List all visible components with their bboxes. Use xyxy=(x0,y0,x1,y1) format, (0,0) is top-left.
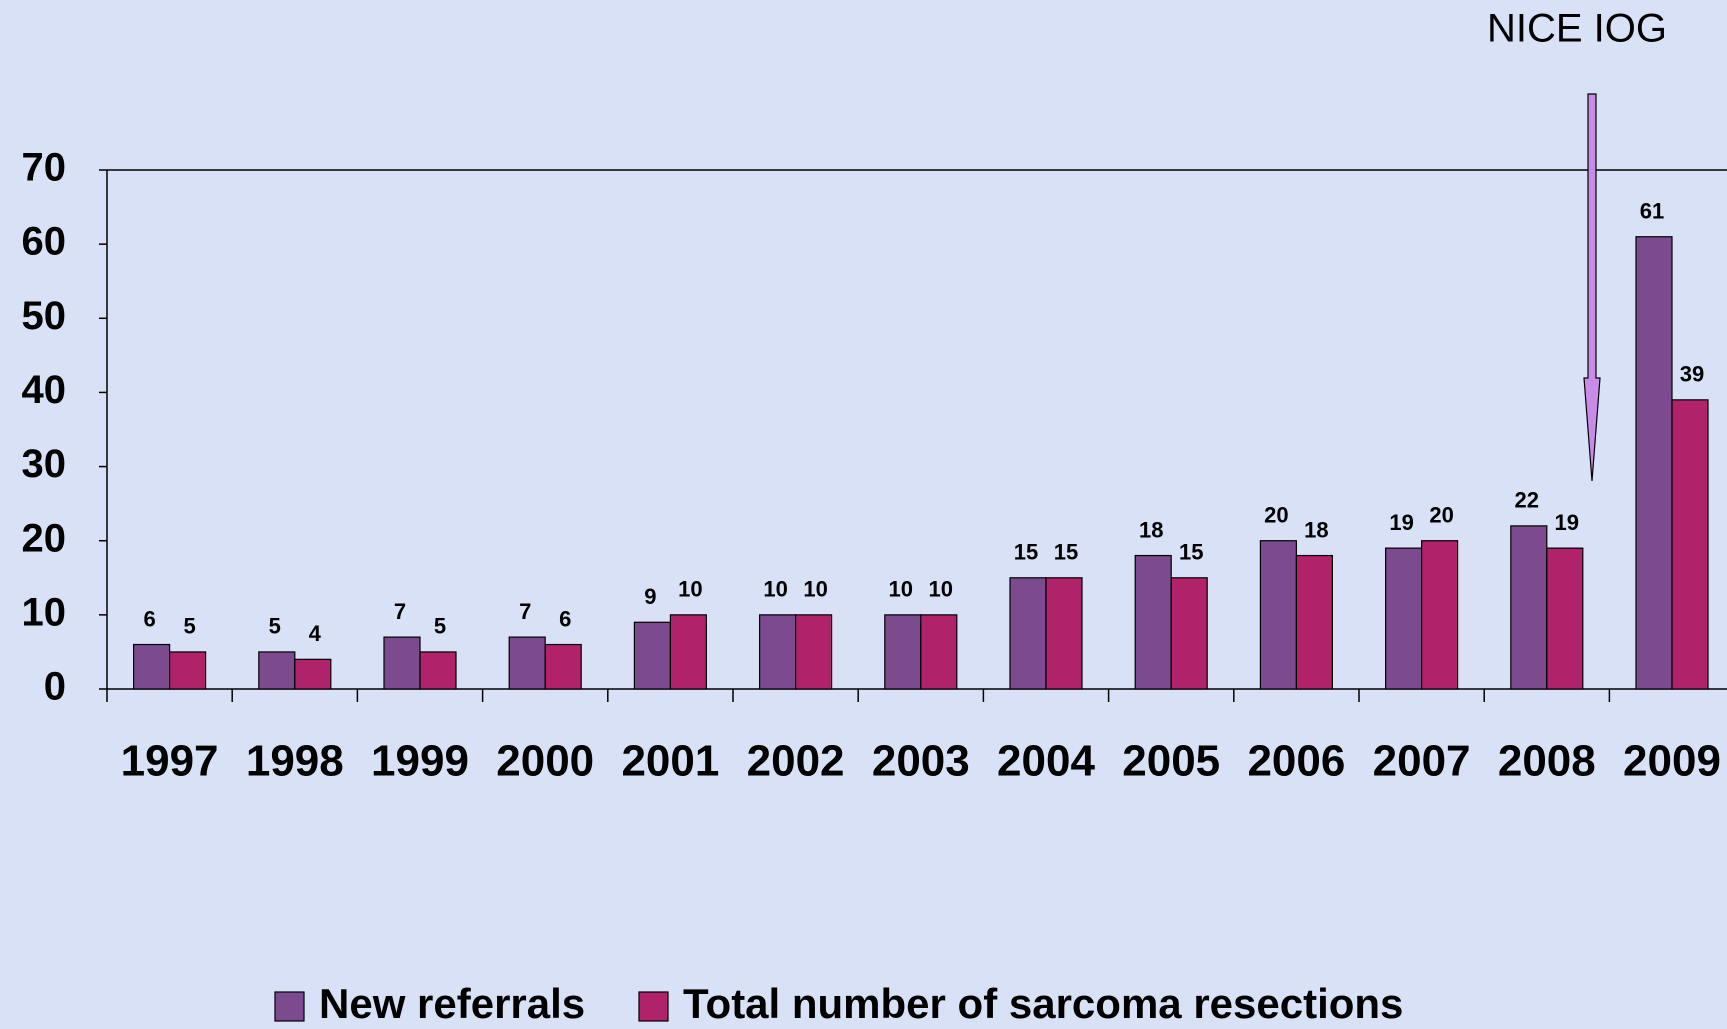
bar xyxy=(669,614,708,690)
value-label: 6 xyxy=(143,606,155,631)
x-tick-label: 2008 xyxy=(1498,737,1596,786)
value-label: 22 xyxy=(1515,488,1539,513)
y-tick-label: 60 xyxy=(22,220,67,264)
bar xyxy=(169,651,207,690)
bar xyxy=(1546,547,1584,690)
bar xyxy=(508,636,546,690)
legend-swatch xyxy=(274,991,305,1022)
value-label: 18 xyxy=(1139,517,1163,542)
legend-swatch xyxy=(638,991,669,1022)
value-label: 10 xyxy=(803,577,827,602)
x-tick-label: 1999 xyxy=(371,737,469,786)
bar xyxy=(258,651,296,690)
bar xyxy=(1295,554,1334,690)
x-tick-label: 2005 xyxy=(1122,737,1220,786)
bar xyxy=(794,614,833,690)
value-label: 7 xyxy=(519,599,531,624)
y-tick-label: 20 xyxy=(22,516,67,560)
legend-label: Total number of sarcoma resections xyxy=(683,980,1403,1027)
value-label: 6 xyxy=(559,606,571,631)
bar xyxy=(884,614,922,690)
bar xyxy=(1009,577,1047,690)
y-tick-label: 70 xyxy=(22,146,67,190)
bar xyxy=(920,614,958,690)
annotation-arrow xyxy=(1583,93,1601,482)
bar xyxy=(1384,547,1423,690)
x-tick-label: 2006 xyxy=(1247,737,1345,786)
value-label: 20 xyxy=(1429,503,1453,528)
y-tick-label: 10 xyxy=(22,590,67,634)
bar xyxy=(419,651,457,690)
value-label: 9 xyxy=(644,584,656,609)
value-label: 19 xyxy=(1555,510,1579,535)
x-tick-label: 2004 xyxy=(997,737,1095,786)
bar xyxy=(633,621,672,690)
bar xyxy=(1134,554,1172,690)
value-label: 10 xyxy=(929,577,953,602)
bar xyxy=(1045,577,1083,690)
x-tick-label: 1997 xyxy=(121,737,219,786)
bar xyxy=(1671,399,1709,690)
value-label: 18 xyxy=(1304,517,1328,542)
x-tick-label: 2001 xyxy=(621,737,719,786)
value-label: 10 xyxy=(763,577,787,602)
x-tick-label: 1998 xyxy=(246,737,344,786)
bar xyxy=(1259,540,1298,690)
value-label: 5 xyxy=(183,614,195,639)
x-tick-label: 2002 xyxy=(747,737,845,786)
value-label: 61 xyxy=(1640,199,1664,224)
x-tick-label: 2000 xyxy=(496,737,594,786)
value-label: 39 xyxy=(1680,362,1704,387)
y-tick-label: 0 xyxy=(44,665,66,709)
bar xyxy=(1420,540,1459,690)
value-label: 10 xyxy=(889,577,913,602)
legend-label: New referrals xyxy=(319,980,585,1027)
x-tick-label: 2007 xyxy=(1373,737,1471,786)
bar xyxy=(133,643,171,690)
annotation-text: NICE IOG xyxy=(1487,7,1667,51)
value-label: 10 xyxy=(678,577,702,602)
value-label: 20 xyxy=(1264,503,1288,528)
x-tick-label: 2003 xyxy=(872,737,970,786)
bar xyxy=(1510,525,1548,690)
y-tick-label: 40 xyxy=(22,368,67,412)
value-label: 5 xyxy=(434,614,446,639)
value-label: 15 xyxy=(1014,540,1038,565)
bar xyxy=(383,636,421,690)
value-label: 19 xyxy=(1389,510,1413,535)
bar xyxy=(758,614,797,690)
bar xyxy=(544,643,582,690)
value-label: 15 xyxy=(1179,540,1203,565)
value-label: 7 xyxy=(394,599,406,624)
value-label: 15 xyxy=(1054,540,1078,565)
x-tick-label: 2009 xyxy=(1623,737,1721,786)
value-label: 5 xyxy=(269,614,281,639)
bar xyxy=(1635,236,1673,690)
y-tick-label: 30 xyxy=(22,442,67,486)
bar xyxy=(294,658,332,690)
y-tick-label: 50 xyxy=(22,294,67,338)
value-label: 4 xyxy=(309,621,322,646)
bar xyxy=(1170,577,1208,690)
